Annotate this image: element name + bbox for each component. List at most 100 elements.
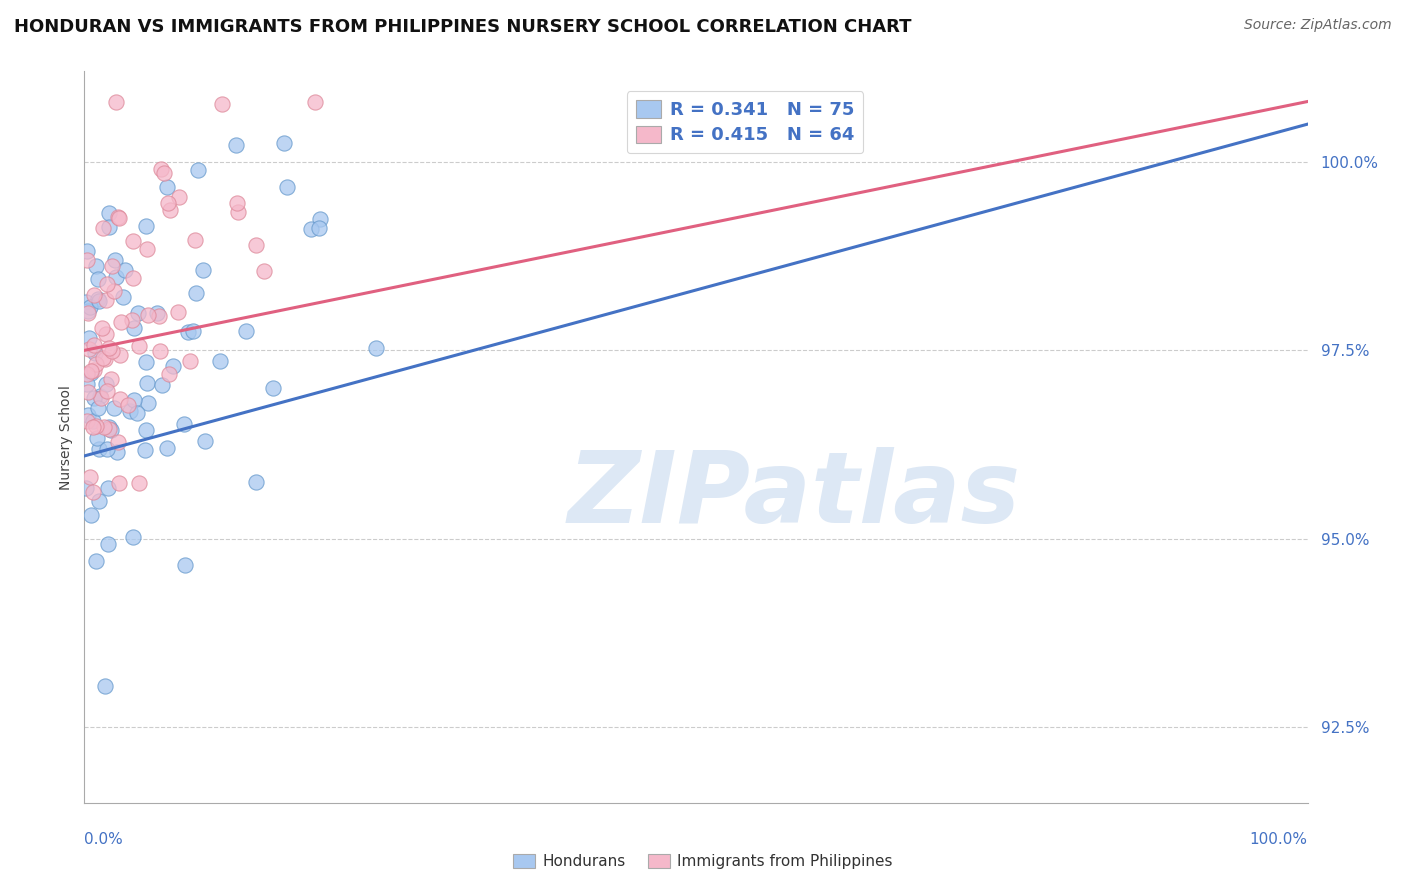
Point: [179, 354, 201, 368]
Point: [107, 211, 129, 225]
Point: [122, 392, 145, 407]
Point: [124, 321, 146, 335]
Point: [276, 180, 298, 194]
Point: [112, 290, 135, 304]
Point: [97, 205, 120, 219]
Point: [98, 419, 121, 434]
Point: [156, 442, 179, 456]
Point: [273, 136, 295, 150]
Point: [76, 304, 98, 318]
Point: [135, 355, 157, 369]
Point: [82, 420, 104, 434]
Point: [110, 348, 132, 362]
Point: [211, 97, 233, 112]
Point: [159, 367, 181, 381]
Point: [100, 423, 122, 437]
Text: 100.0%: 100.0%: [1250, 832, 1308, 847]
Legend: R = 0.341   N = 75, R = 0.415   N = 64: R = 0.341 N = 75, R = 0.415 N = 64: [627, 91, 863, 153]
Point: [157, 195, 180, 210]
Point: [96, 384, 118, 398]
Point: [153, 166, 176, 180]
Point: [304, 95, 326, 109]
Point: [148, 309, 170, 323]
Point: [309, 211, 332, 226]
Point: [121, 270, 143, 285]
Y-axis label: Nursery School: Nursery School: [59, 384, 73, 490]
Point: [90, 391, 112, 405]
Text: Source: ZipAtlas.com: Source: ZipAtlas.com: [1244, 18, 1392, 32]
Point: [150, 377, 173, 392]
Point: [156, 180, 179, 194]
Point: [110, 315, 132, 329]
Point: [146, 306, 169, 320]
Point: [77, 408, 100, 422]
Point: [134, 442, 156, 457]
Point: [108, 211, 131, 225]
Point: [77, 306, 100, 320]
Point: [117, 398, 139, 412]
Point: [101, 259, 124, 273]
Point: [84, 357, 107, 371]
Point: [83, 288, 105, 302]
Point: [108, 475, 131, 490]
Point: [235, 324, 257, 338]
Point: [107, 444, 129, 458]
Point: [122, 530, 145, 544]
Point: [93, 679, 115, 693]
Point: [208, 353, 231, 368]
Point: [135, 423, 157, 437]
Point: [83, 338, 105, 352]
Point: [253, 263, 276, 277]
Point: [103, 285, 125, 299]
Point: [76, 414, 98, 428]
Point: [167, 304, 190, 318]
Point: [84, 554, 107, 568]
Point: [136, 376, 159, 390]
Point: [89, 293, 111, 308]
Point: [93, 351, 115, 366]
Point: [104, 253, 127, 268]
Point: [150, 162, 173, 177]
Point: [114, 262, 136, 277]
Point: [87, 271, 110, 285]
Point: [136, 396, 159, 410]
Point: [245, 475, 267, 489]
Point: [177, 325, 200, 339]
Point: [76, 244, 98, 259]
Point: [121, 313, 143, 327]
Point: [121, 234, 143, 248]
Point: [84, 418, 107, 433]
Point: [97, 219, 120, 234]
Point: [91, 351, 114, 366]
Point: [76, 368, 98, 382]
Point: [120, 404, 142, 418]
Point: [80, 366, 103, 380]
Point: [87, 494, 110, 508]
Point: [97, 341, 120, 355]
Point: [125, 406, 148, 420]
Point: [173, 558, 195, 572]
Point: [191, 263, 214, 277]
Point: [127, 306, 149, 320]
Text: HONDURAN VS IMMIGRANTS FROM PHILIPPINES NURSERY SCHOOL CORRELATION CHART: HONDURAN VS IMMIGRANTS FROM PHILIPPINES …: [14, 18, 911, 36]
Point: [94, 327, 117, 342]
Point: [245, 237, 267, 252]
Point: [193, 434, 215, 449]
Point: [183, 324, 205, 338]
Point: [184, 233, 207, 247]
Legend: Hondurans, Immigrants from Philippines: Hondurans, Immigrants from Philippines: [508, 847, 898, 875]
Point: [128, 476, 150, 491]
Point: [97, 422, 120, 436]
Point: [75, 481, 97, 495]
Point: [76, 376, 98, 391]
Point: [82, 414, 104, 428]
Point: [89, 442, 111, 456]
Point: [93, 420, 115, 434]
Point: [83, 363, 105, 377]
Text: 0.0%: 0.0%: [84, 832, 124, 847]
Point: [82, 484, 104, 499]
Point: [91, 220, 114, 235]
Point: [167, 190, 190, 204]
Point: [83, 345, 105, 359]
Point: [225, 195, 247, 210]
